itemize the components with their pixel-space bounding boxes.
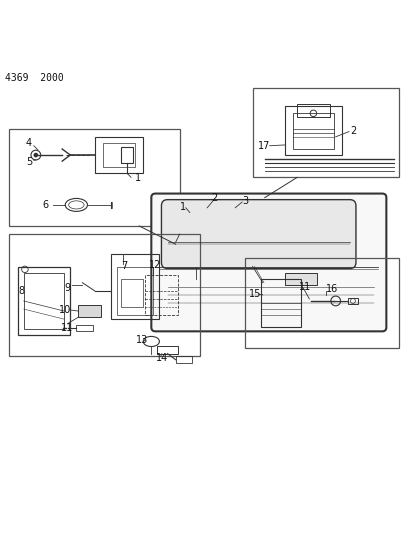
Bar	[117, 266, 153, 315]
Text: 16: 16	[326, 284, 338, 294]
Bar	[285, 272, 317, 285]
Text: 15: 15	[248, 289, 261, 299]
Text: 1: 1	[180, 201, 186, 212]
Text: 5: 5	[26, 157, 32, 167]
Bar	[9, 129, 180, 226]
Text: 13: 13	[136, 335, 148, 345]
Bar	[121, 147, 133, 163]
Text: 6: 6	[42, 200, 48, 210]
Bar	[253, 88, 399, 177]
Text: 2: 2	[211, 193, 217, 204]
Bar	[293, 112, 334, 149]
Text: 12: 12	[149, 260, 161, 270]
Text: 17: 17	[258, 141, 271, 151]
Bar	[111, 254, 160, 319]
Text: 11: 11	[299, 282, 311, 292]
Bar	[18, 266, 70, 335]
Text: 1: 1	[135, 173, 141, 183]
Bar	[145, 274, 177, 315]
Bar	[285, 107, 342, 155]
Text: 4: 4	[26, 138, 32, 148]
Text: 8: 8	[18, 286, 24, 296]
FancyBboxPatch shape	[162, 200, 356, 269]
Text: 7: 7	[121, 261, 127, 271]
Bar	[76, 325, 93, 332]
Bar	[95, 137, 143, 173]
FancyBboxPatch shape	[151, 193, 386, 332]
Bar	[157, 345, 177, 353]
Bar	[24, 272, 64, 329]
Circle shape	[34, 154, 38, 157]
Text: 10: 10	[59, 305, 71, 315]
Bar	[348, 298, 358, 304]
Text: 14: 14	[156, 353, 169, 362]
Bar	[121, 279, 143, 307]
Bar	[261, 279, 301, 327]
Text: 4369  2000: 4369 2000	[5, 73, 64, 83]
Text: 2: 2	[350, 126, 356, 136]
Bar	[297, 104, 330, 117]
Bar	[244, 259, 399, 348]
Text: 9: 9	[64, 282, 70, 293]
Text: 11: 11	[61, 323, 73, 333]
Bar	[103, 143, 135, 167]
Text: 3: 3	[242, 196, 248, 206]
Bar	[9, 234, 200, 356]
Bar	[78, 305, 101, 317]
Bar	[175, 357, 192, 362]
